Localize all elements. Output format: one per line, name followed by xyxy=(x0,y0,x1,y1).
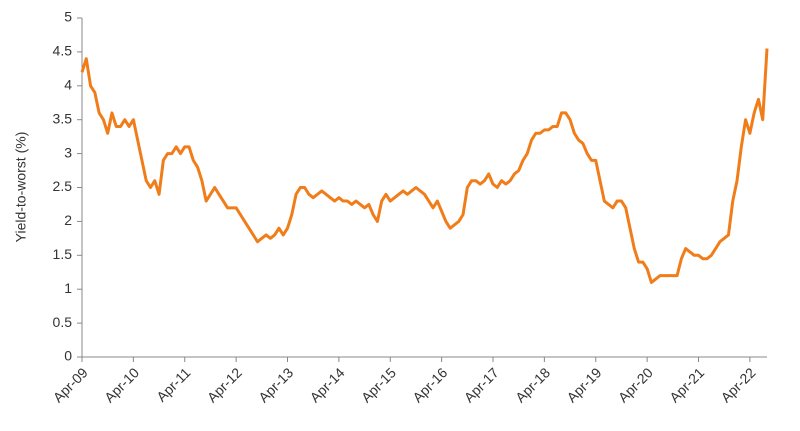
x-tick-label: Apr-11 xyxy=(153,364,193,404)
x-tick-label: Apr-15 xyxy=(358,364,399,405)
x-tick-label: Apr-18 xyxy=(512,364,553,405)
y-tick-label: 2.5 xyxy=(53,178,73,194)
x-tick-label: Apr-09 xyxy=(50,364,91,405)
x-tick-label: Apr-19 xyxy=(563,364,604,405)
x-tick-label: Apr-10 xyxy=(101,364,142,405)
x-tick-label: Apr-16 xyxy=(409,364,450,405)
y-axis-title: Yield-to-worst (%) xyxy=(13,132,29,243)
x-tick-label: Apr-22 xyxy=(718,364,759,405)
x-tick-label: Apr-17 xyxy=(461,364,502,405)
y-tick-label: 0 xyxy=(64,348,72,364)
y-tick-label: 2 xyxy=(64,212,72,228)
line xyxy=(80,48,769,284)
y-tick-label: 4.5 xyxy=(53,43,73,59)
x-tick-label: Apr-13 xyxy=(255,364,296,405)
x-tick-label: Apr-14 xyxy=(307,364,348,405)
y-tick-label: 5 xyxy=(64,9,72,25)
y-tick-label: 1 xyxy=(64,280,72,296)
y-tick-label: 3.5 xyxy=(53,110,73,126)
x-tick-label: Apr-21 xyxy=(666,364,707,405)
y-tick-label: 4 xyxy=(64,77,72,93)
y-tick-label: 3 xyxy=(64,144,72,160)
y-tick-label: 0.5 xyxy=(53,314,73,330)
x-tick-label: Apr-20 xyxy=(615,364,656,405)
x-tick-label: Apr-12 xyxy=(204,364,245,405)
y-tick-label: 1.5 xyxy=(53,246,73,262)
